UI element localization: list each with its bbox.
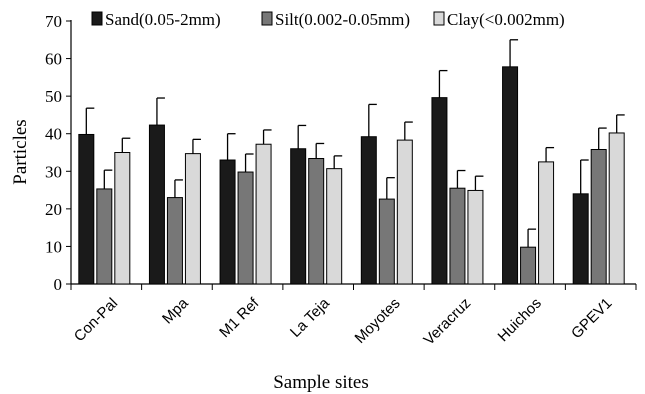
y-tick-label: 10 <box>45 237 62 256</box>
bar <box>290 148 307 285</box>
x-tick-label: Veracruz <box>420 295 474 349</box>
x-tick-label: Huichos <box>495 295 545 345</box>
y-tick-label: 30 <box>45 162 62 181</box>
bar <box>114 152 131 285</box>
bar <box>148 124 165 285</box>
y-tick-label: 50 <box>45 87 62 106</box>
bar <box>608 132 625 285</box>
bar <box>572 193 589 285</box>
bar <box>96 188 113 285</box>
x-tick-label: Con-Pal <box>71 295 121 345</box>
bar <box>378 198 395 285</box>
bar <box>360 136 377 285</box>
bar <box>590 148 607 285</box>
bar <box>431 97 448 285</box>
legend-swatch <box>261 11 273 26</box>
x-axis-label: Sample sites <box>273 372 369 393</box>
bar <box>326 168 343 285</box>
bar <box>237 171 254 285</box>
bars-group <box>78 39 625 285</box>
bar <box>396 139 413 285</box>
bar <box>520 246 537 285</box>
bar <box>538 161 555 285</box>
legend-label: Clay(<0.002mm) <box>447 10 565 29</box>
x-tick-label: M1 Ref <box>216 294 263 341</box>
x-tick-label: Moyotes <box>352 295 404 347</box>
bar <box>467 189 484 285</box>
y-tick-label: 40 <box>45 125 62 144</box>
bar <box>502 66 519 285</box>
bar <box>219 159 236 285</box>
bar <box>78 133 95 285</box>
y-axis-label: Particles <box>10 119 31 184</box>
bar <box>308 158 325 285</box>
bar <box>166 197 183 285</box>
x-tick-label: GPEV1 <box>568 295 615 342</box>
bar <box>255 143 272 285</box>
bar <box>184 153 201 285</box>
x-tick-label: La Teja <box>287 294 333 340</box>
x-tick-label: Mpa <box>159 294 192 327</box>
y-tick-label: 20 <box>45 200 62 219</box>
legend-swatch <box>433 11 445 26</box>
y-tick-label: 60 <box>45 50 62 69</box>
legend: Sand(0.05-2mm) Silt(0.002-0.05mm) Clay(<0.… <box>91 10 565 29</box>
legend-label: Sand(0.05-2mm) <box>105 10 221 29</box>
y-tick-label: 0 <box>54 275 63 294</box>
bar <box>449 187 466 285</box>
legend-swatch <box>91 11 103 26</box>
y-tick-label: 70 <box>45 12 62 31</box>
legend-label: Silt(0.002-0.05mm) <box>275 10 410 29</box>
